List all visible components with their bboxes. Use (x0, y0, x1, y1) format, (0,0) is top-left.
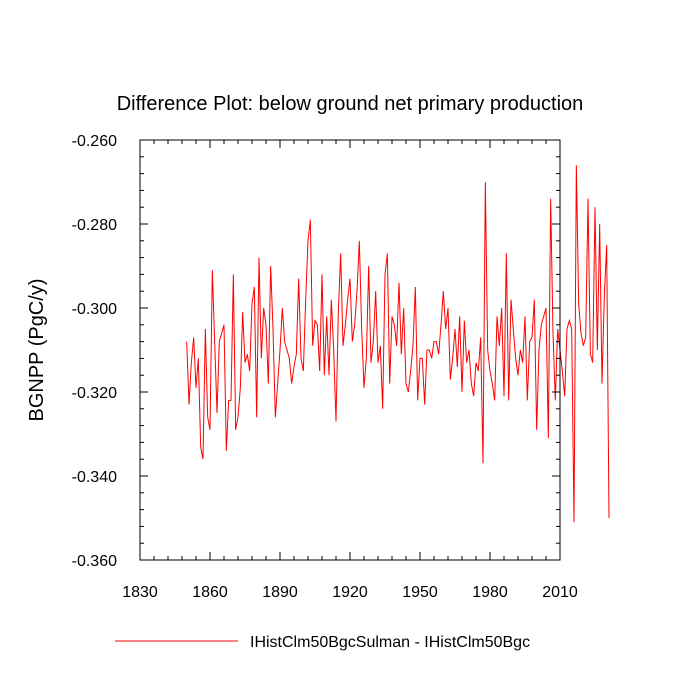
y-tick-label: -0.360 (72, 553, 117, 570)
axes: 1830 1860 1890 1920 1950 1980 2010 -0.260 -0.280… (72, 133, 578, 601)
x-tick-label: 1830 (122, 584, 158, 601)
legend: IHistClm50BgcSulman - IHistClm50Bgc (115, 634, 530, 651)
y-tick-label: -0.300 (72, 301, 117, 318)
x-tick-label: 1980 (472, 584, 508, 601)
legend-label: IHistClm50BgcSulman - IHistClm50Bgc (250, 634, 530, 651)
x-tick-label: 1860 (192, 584, 228, 601)
x-tick-label: 2010 (542, 584, 578, 601)
y-tick-label: -0.340 (72, 469, 117, 486)
x-tick-label: 1890 (262, 584, 298, 601)
chart-title: Difference Plot: below ground net primar… (117, 93, 584, 115)
y-tick-label: -0.260 (72, 133, 117, 150)
plot-area (186, 165, 610, 523)
y-axis-label: BGNPP (PgC/y) (26, 279, 48, 422)
y-tick-label: -0.320 (72, 385, 117, 402)
x-tick-label: 1920 (332, 584, 368, 601)
plot-frame (139, 139, 561, 561)
x-tick-label: 1950 (402, 584, 438, 601)
series-line (186, 165, 610, 523)
y-tick-label: -0.280 (72, 217, 117, 234)
